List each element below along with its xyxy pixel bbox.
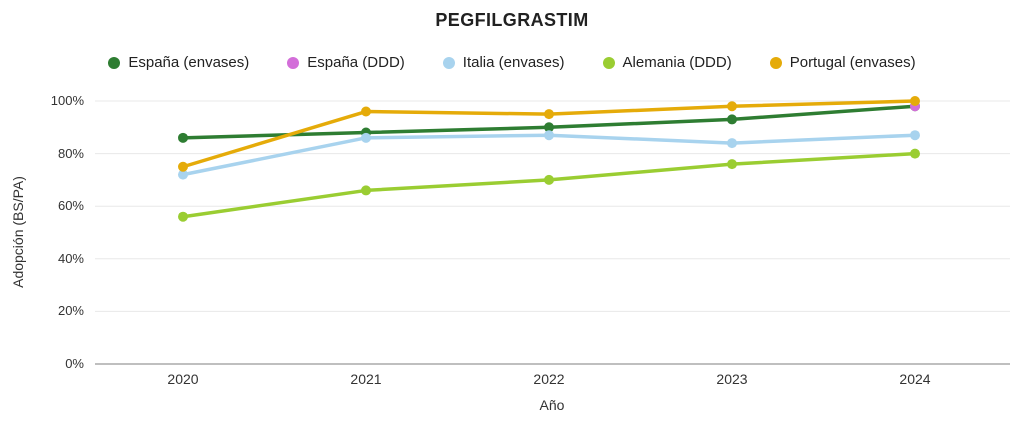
x-axis-tick-label-2023: 2023 — [716, 371, 748, 387]
point-portugal-envases-2024[interactable] — [910, 96, 920, 106]
y-axis-title: Adopción (BS/PA) — [10, 176, 26, 288]
y-axis-tick-label: 60% — [57, 198, 84, 214]
point-alemania-ddd-2024[interactable] — [910, 148, 920, 159]
series-line-alemania-ddd — [181, 151, 917, 219]
point-italia-envases-2022[interactable] — [544, 130, 554, 141]
point-espa-a-envases-2023[interactable] — [727, 114, 737, 125]
legend-item-alemania-ddd[interactable]: Alemania (DDD) — [602, 54, 732, 71]
point-portugal-envases-2021[interactable] — [361, 106, 371, 117]
x-axis-tick-label-2021: 2021 — [350, 371, 382, 387]
legend-item-espa-a-envases[interactable]: España (envases) — [108, 54, 249, 71]
point-alemania-ddd-2023[interactable] — [727, 159, 737, 170]
legend-item-label: Alemania (DDD) — [622, 54, 732, 71]
series-line-italia-envases — [181, 133, 917, 177]
legend-item-label: Portugal (envases) — [789, 54, 916, 71]
point-espa-a-envases-2020[interactable] — [178, 132, 188, 143]
legend-dot-icon — [602, 56, 615, 69]
legend-item-italia-envases[interactable]: Italia (envases) — [442, 54, 565, 71]
legend-dot-icon — [769, 56, 782, 69]
y-axis-tick-label: 100% — [50, 93, 84, 108]
point-alemania-ddd-2020[interactable] — [178, 211, 188, 222]
chart-title: PEGFILGRASTIM — [435, 10, 589, 30]
legend-item-label: Italia (envases) — [462, 54, 565, 71]
y-axis-tick-label: 0% — [65, 356, 84, 371]
point-italia-envases-2024[interactable] — [910, 130, 920, 141]
point-italia-envases-2021[interactable] — [361, 132, 371, 143]
legend-dot-icon — [287, 56, 300, 69]
y-axis-tick-label: 80% — [57, 145, 84, 161]
point-portugal-envases-2023[interactable] — [727, 101, 737, 112]
point-portugal-envases-2020[interactable] — [178, 161, 188, 172]
x-axis-tick-label-2024: 2024 — [899, 371, 931, 387]
point-alemania-ddd-2021[interactable] — [361, 185, 371, 196]
x-axis-title: Año — [539, 397, 565, 413]
point-espa-a-envases-2022[interactable] — [544, 122, 554, 133]
legend-item-espa-a-ddd[interactable]: España (DDD) — [287, 54, 405, 71]
y-axis-tick-label: 20% — [57, 303, 84, 319]
y-axis-tick-label: 40% — [57, 250, 84, 266]
legend-item-label: España (DDD) — [307, 54, 405, 71]
point-alemania-ddd-2022[interactable] — [544, 174, 554, 185]
legend-dot-icon — [442, 56, 455, 69]
legend-item-label: España (envases) — [128, 54, 250, 71]
legend: España (envases) España (DDD) Italia (enva… — [0, 54, 1024, 71]
x-axis-tick-label-2020: 2020 — [167, 371, 199, 387]
point-italia-envases-2023[interactable] — [727, 138, 737, 149]
legend-dot-icon — [108, 56, 121, 69]
point-italia-envases-2020[interactable] — [178, 169, 188, 180]
x-axis-tick-label-2022: 2022 — [533, 371, 565, 387]
legend-item-portugal-envases[interactable]: Portugal (envases) — [769, 54, 916, 71]
point-portugal-envases-2022[interactable] — [544, 109, 554, 120]
